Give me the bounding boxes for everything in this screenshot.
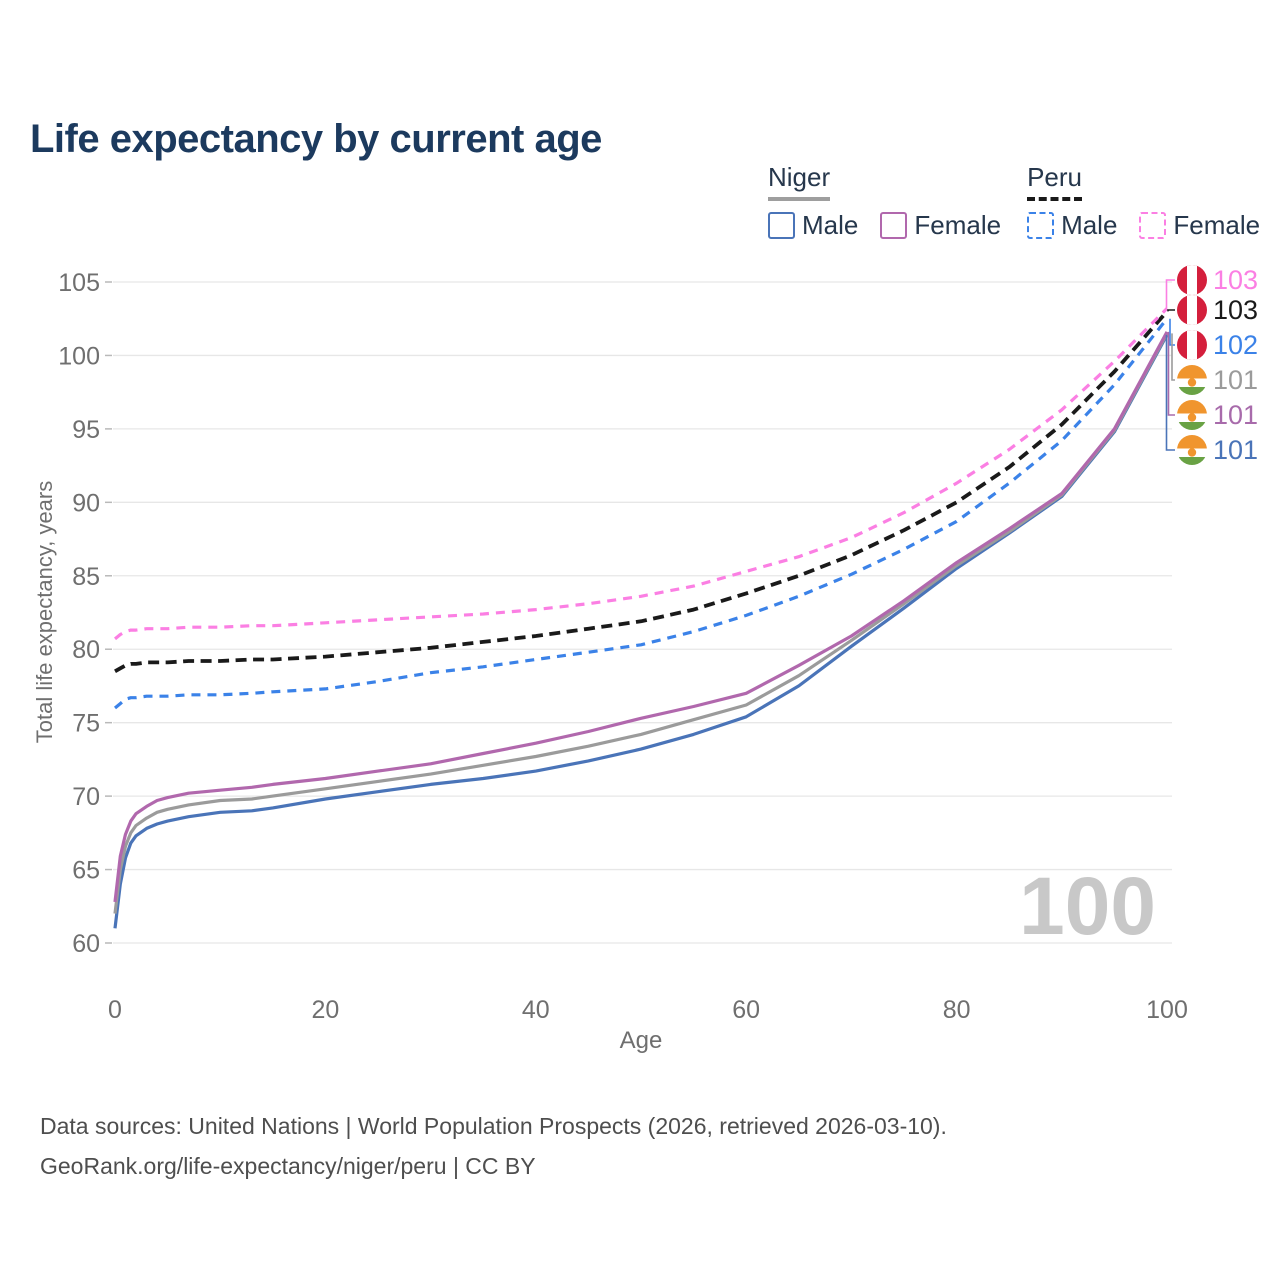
peru-flag-icon xyxy=(1177,265,1207,295)
legend-item-peru-female[interactable]: Female xyxy=(1139,210,1260,241)
peru-flag-icon xyxy=(1177,295,1207,325)
legend-group-peru: Peru Male Female xyxy=(1027,162,1260,241)
data-source-caption: Data sources: United Nations | World Pop… xyxy=(40,1106,947,1186)
y-tick-label: 100 xyxy=(58,342,100,370)
series-line-niger-female xyxy=(113,331,1169,903)
current-age-watermark: 100 xyxy=(1019,861,1156,952)
end-value-label: 103 xyxy=(1213,295,1258,325)
series-line-peru-both-sexes xyxy=(114,310,1169,673)
peru-flag-icon xyxy=(1177,330,1207,360)
legend: Niger Male Female Peru Male xyxy=(768,162,1260,241)
niger-combined-line-swatch xyxy=(768,197,831,201)
end-value-label: 101 xyxy=(1213,400,1258,430)
x-tick-label: 20 xyxy=(311,996,339,1024)
x-tick-label: 80 xyxy=(943,996,971,1024)
leader-line xyxy=(1165,279,1175,309)
peru-male-swatch xyxy=(1027,212,1055,239)
niger-male-swatch xyxy=(768,212,795,239)
leader-line xyxy=(1169,318,1175,346)
niger-flag-icon xyxy=(1177,365,1207,395)
series-line-niger-both-sexes xyxy=(113,332,1169,914)
y-tick-label: 85 xyxy=(72,563,100,591)
peru-combined-line-swatch xyxy=(1027,197,1082,201)
peru-female-swatch xyxy=(1139,212,1167,239)
y-tick-label: 95 xyxy=(72,416,100,444)
legend-title-peru: Peru xyxy=(1027,162,1082,192)
leader-line xyxy=(1165,334,1175,451)
end-value-label: 102 xyxy=(1213,330,1258,360)
x-tick-label: 40 xyxy=(522,996,550,1024)
legend-header-peru[interactable]: Peru xyxy=(1027,162,1082,201)
legend-item-niger-female[interactable]: Female xyxy=(880,210,1001,241)
series-line-peru-male xyxy=(113,317,1169,710)
legend-group-niger: Niger Male Female xyxy=(768,162,1001,241)
leader-line xyxy=(1167,331,1175,416)
y-tick-label: 70 xyxy=(72,783,100,811)
legend-label-peru-male: Male xyxy=(1061,210,1118,240)
x-tick-label: 60 xyxy=(732,996,760,1024)
legend-label-peru-female: Female xyxy=(1173,210,1261,240)
legend-label-niger-female: Female xyxy=(914,210,1002,240)
end-value-label: 103 xyxy=(1213,265,1258,295)
x-tick-label: 100 xyxy=(1146,996,1188,1024)
niger-flag-icon xyxy=(1177,435,1207,465)
legend-title-niger: Niger xyxy=(768,162,831,192)
y-tick-label: 90 xyxy=(72,489,100,517)
page-title: Life expectancy by current age xyxy=(30,116,602,161)
y-tick-label: 105 xyxy=(58,269,100,297)
y-tick-label: 75 xyxy=(72,710,100,738)
end-value-label: 101 xyxy=(1213,435,1258,465)
x-axis-title: Age xyxy=(619,1027,663,1054)
end-value-label: 101 xyxy=(1213,365,1258,395)
leader-line xyxy=(1171,333,1175,381)
x-tick-label: 0 xyxy=(108,996,122,1024)
legend-label-niger-male: Male xyxy=(802,210,859,240)
legend-item-peru-male[interactable]: Male xyxy=(1027,210,1117,241)
y-tick-label: 80 xyxy=(72,636,100,664)
niger-female-swatch xyxy=(880,212,908,239)
niger-flag-icon xyxy=(1177,400,1207,430)
caption-line-2: GeoRank.org/life-expectancy/niger/peru |… xyxy=(40,1153,536,1179)
caption-line-1: Data sources: United Nations | World Pop… xyxy=(40,1113,947,1139)
series-line-peru-female xyxy=(113,307,1169,641)
y-tick-label: 65 xyxy=(72,857,100,885)
legend-item-niger-male[interactable]: Male xyxy=(768,210,858,241)
leader-line xyxy=(1167,309,1175,312)
series-line-niger-male xyxy=(113,334,1169,929)
y-tick-label: 60 xyxy=(72,930,100,958)
legend-header-niger[interactable]: Niger xyxy=(768,162,831,201)
